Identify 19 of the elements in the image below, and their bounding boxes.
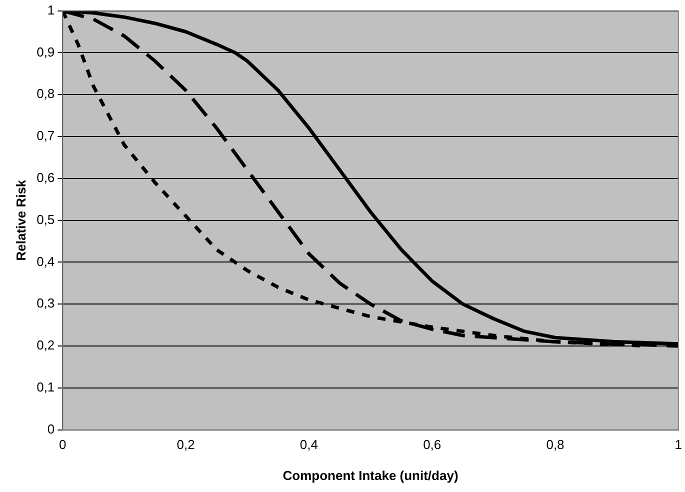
x-tick-label: 0,6: [423, 437, 442, 452]
y-tick-label: 0,6: [36, 170, 55, 185]
y-tick-label: 0,2: [36, 338, 55, 353]
x-axis-title: Component Intake (unit/day): [282, 468, 458, 483]
x-tick-label: 0,8: [546, 437, 564, 452]
y-tick-label: 0: [47, 421, 55, 436]
y-tick-label: 0,4: [36, 254, 55, 269]
x-tick-label: 0: [59, 437, 66, 452]
y-tick-label: 0,9: [36, 44, 55, 60]
x-tick-label: 0,2: [176, 437, 195, 452]
y-tick-label: 0,5: [36, 212, 55, 227]
y-tick-label: 1: [47, 2, 55, 18]
y-axis-title: Relative Risk: [13, 179, 28, 261]
y-tick-label: 0,3: [36, 296, 55, 311]
y-tick-label: 0,8: [36, 86, 55, 102]
x-tick-label: 0,4: [300, 437, 318, 452]
y-tick-label: 0,7: [36, 128, 55, 144]
x-tick-label: 1: [674, 437, 682, 452]
y-tick-label: 0,1: [36, 379, 55, 394]
